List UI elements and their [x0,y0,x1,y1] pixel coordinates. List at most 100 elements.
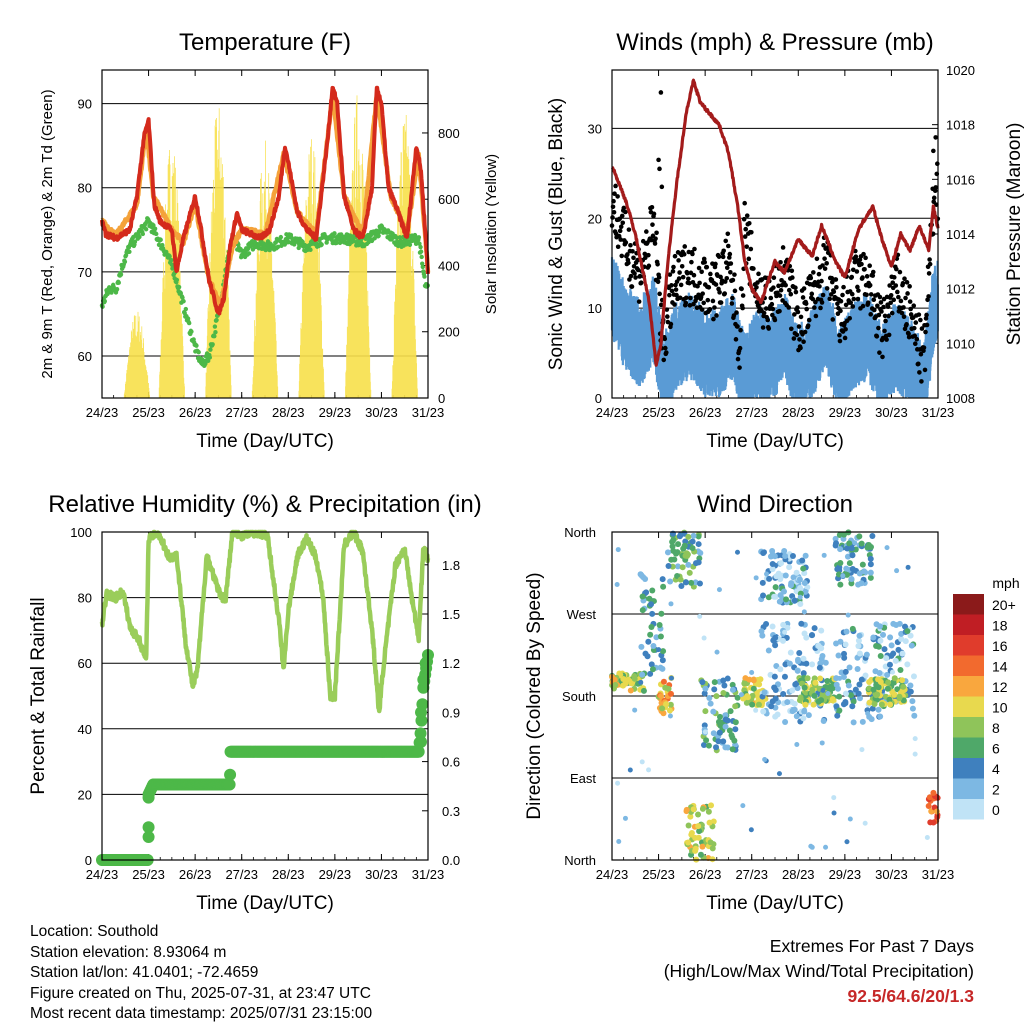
direction-point [695,834,702,841]
direction-point [782,553,789,560]
gust-point [720,254,726,260]
recent-timestamp: Most recent data timestamp: 2025/07/31 2… [30,1005,373,1022]
humidity-line [99,529,431,714]
direction-point [660,648,667,655]
gust-point [913,320,919,325]
dewpoint-point [196,349,201,355]
x-tick-label: 30/23 [875,405,908,420]
direction-point [790,574,797,581]
gust-point [656,275,662,280]
gust-point [642,251,648,257]
direction-point [802,701,809,708]
gust-point [780,245,786,250]
direction-point [700,742,707,749]
dewpoint-point [183,306,189,312]
direction-point [834,712,841,719]
direction-point [687,813,694,820]
gust-point [653,236,658,241]
gust-point [697,280,702,286]
gust-point [678,282,684,288]
direction-point [748,827,754,833]
gust-point [662,345,668,351]
direction-point [662,684,669,691]
dewpoint-point [102,299,107,304]
y2-tick-label: 0.0 [442,853,460,868]
gust-point [670,269,676,274]
direction-point [782,718,789,725]
direction-point [877,713,884,720]
dewpoint-point [180,295,185,300]
gust-point [931,148,936,154]
direction-point [686,569,693,576]
direction-point [858,540,865,547]
gust-point [814,256,820,262]
dewpoint-point [319,242,324,247]
dewpoint-point [376,233,381,238]
gust-point [887,283,892,288]
direction-point [760,550,767,557]
direction-point [701,722,708,729]
gust-point [864,292,869,298]
direction-point [867,561,874,568]
direction-point [856,695,863,702]
direction-point [631,675,638,682]
direction-point [727,708,734,715]
direction-point [708,802,715,809]
gust-point [806,317,812,323]
direction-point [772,713,779,720]
dewpoint-point [185,316,191,321]
direction-point [769,566,776,573]
gust-point [768,295,774,301]
direction-point [769,560,776,567]
precip-point [415,706,428,719]
direction-point [645,638,652,645]
dewpoint-point [210,342,215,347]
station-latlon: Station lat/lon: 41.0401; -72.4659 [30,964,259,981]
dewpoint-point [212,324,218,329]
direction-point [750,685,757,692]
y2-tick-label: 1016 [946,172,975,187]
humidity-xlabel: Time (Day/UTC) [196,893,334,914]
direction-point [837,675,843,681]
gust-point [637,273,643,279]
dewpoint-point [407,242,413,248]
gust-point [721,248,726,254]
direction-point [757,676,764,683]
gust-point [789,268,795,274]
gust-point [770,306,776,312]
temperature-title: Temperature (F) [179,29,351,56]
direction-point [808,632,815,639]
direction-point [856,533,863,540]
direction-point [755,701,762,708]
direction-point [801,579,808,586]
direction-point [862,672,869,679]
direction-point [846,560,853,567]
gust-point [849,291,855,297]
direction-point [898,636,905,643]
direction-point [659,705,666,712]
direction-point [811,625,818,632]
gust-point [654,230,659,236]
dewpoint-point [176,284,182,290]
direction-point [912,751,918,757]
gust-point [642,255,648,260]
gust-point [793,289,799,295]
direction-point [843,628,850,635]
x-tick-label: 25/23 [642,867,675,882]
gust-point [685,270,690,276]
gust-point [812,305,817,310]
legend-swatch [953,799,984,820]
gust-point [646,252,651,258]
x-tick-label: 30/23 [365,867,398,882]
direction-point [842,668,849,675]
gust-point [841,284,846,290]
direction-point [713,693,720,700]
gust-point [907,299,913,304]
direction-point [789,708,796,715]
direction-point [858,580,865,587]
direction-point [863,651,870,658]
gust-point [667,272,673,277]
gust-point [724,265,730,271]
gust-point [848,300,854,305]
dewpoint-point [167,254,172,259]
